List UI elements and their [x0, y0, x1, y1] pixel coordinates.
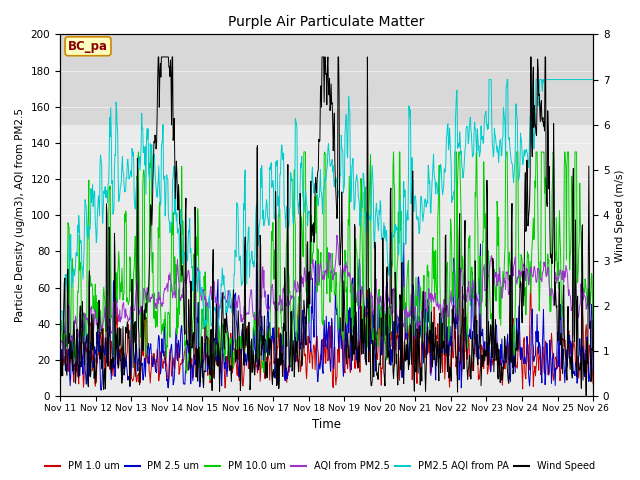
Y-axis label: Wind Speed (m/s): Wind Speed (m/s) — [615, 169, 625, 262]
Text: BC_pa: BC_pa — [68, 40, 108, 53]
Bar — [60, 35, 593, 125]
Legend: PM 1.0 um, PM 2.5 um, PM 10.0 um, AQI from PM2.5, PM2.5 AQI from PA, Wind Speed: PM 1.0 um, PM 2.5 um, PM 10.0 um, AQI fr… — [41, 457, 599, 475]
X-axis label: Time: Time — [312, 419, 341, 432]
Title: Purple Air Particulate Matter: Purple Air Particulate Matter — [228, 15, 425, 29]
Y-axis label: Particle Density (ug/m3), AQI from PM2.5: Particle Density (ug/m3), AQI from PM2.5 — [15, 108, 25, 322]
